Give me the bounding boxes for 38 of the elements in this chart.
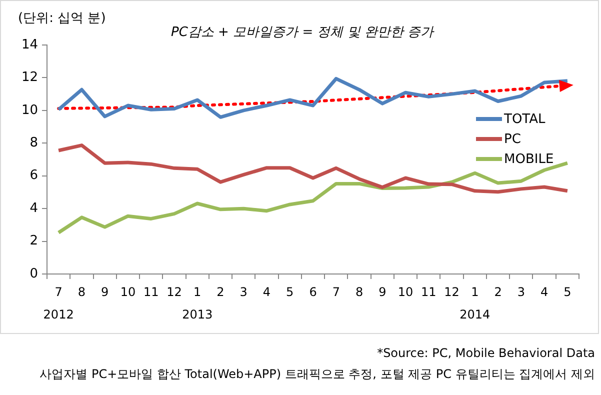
y-axis-title: (단위: 십억 분)	[18, 10, 106, 27]
y-tick-label: 10	[21, 102, 38, 118]
text: PC감소 + 모바일증가 = 정체 및 완만한 증가	[171, 24, 434, 41]
x-tick-label: 8	[355, 284, 364, 299]
x-tick-label: 5	[286, 284, 294, 299]
y-tick-label: 6	[30, 168, 38, 184]
x-tick-label: 3	[517, 284, 525, 299]
y-tick-label: 12	[21, 70, 38, 86]
y-tick-label: 8	[30, 136, 38, 151]
x-tick-label: 10	[120, 284, 136, 299]
x-tick-label: 1 2013	[182, 284, 213, 322]
x-tick-label: 2	[494, 284, 502, 299]
x-tick-label: 8	[78, 284, 86, 299]
x-tick-label: 9	[101, 284, 109, 299]
x-tick-label: 4	[540, 284, 548, 299]
x-tick-label: 12	[166, 284, 182, 299]
x-tick-label: 3	[240, 284, 248, 299]
x-tick-label: 9	[378, 284, 386, 299]
legend-label: MOBILE	[504, 152, 554, 166]
text: 사업자별 PC+모바일 합산 Total(Web+APP) 트래픽으로 추정, 포털 제공 PC 유틸리티는 집계에서 제외	[40, 366, 595, 383]
x-tick-label: 11	[143, 284, 159, 299]
x-tick-label: 7 2012	[43, 284, 74, 322]
x-tick-label: 5	[564, 284, 572, 299]
x-tick-label: 1 2014	[460, 284, 490, 322]
x-tick-label: 2	[216, 284, 224, 299]
y-tick-label: 4	[30, 200, 38, 216]
x-tick-label: 6	[309, 284, 317, 299]
text: *Source: PC, Mobile Behavioral Data	[377, 346, 595, 360]
x-tick-label: 10	[398, 284, 414, 299]
x-tick-label: 4	[262, 284, 271, 299]
y-tick-label: 2	[30, 234, 38, 249]
x-tick-label: 12	[444, 284, 460, 299]
y-tick-label: 0	[30, 266, 38, 282]
x-tick-label: 11	[421, 284, 436, 299]
legend-label: PC	[504, 132, 521, 146]
legend-label: TOTAL	[504, 112, 546, 126]
y-tick-label: 14	[21, 37, 38, 52]
x-tick-label: 7	[332, 284, 340, 299]
